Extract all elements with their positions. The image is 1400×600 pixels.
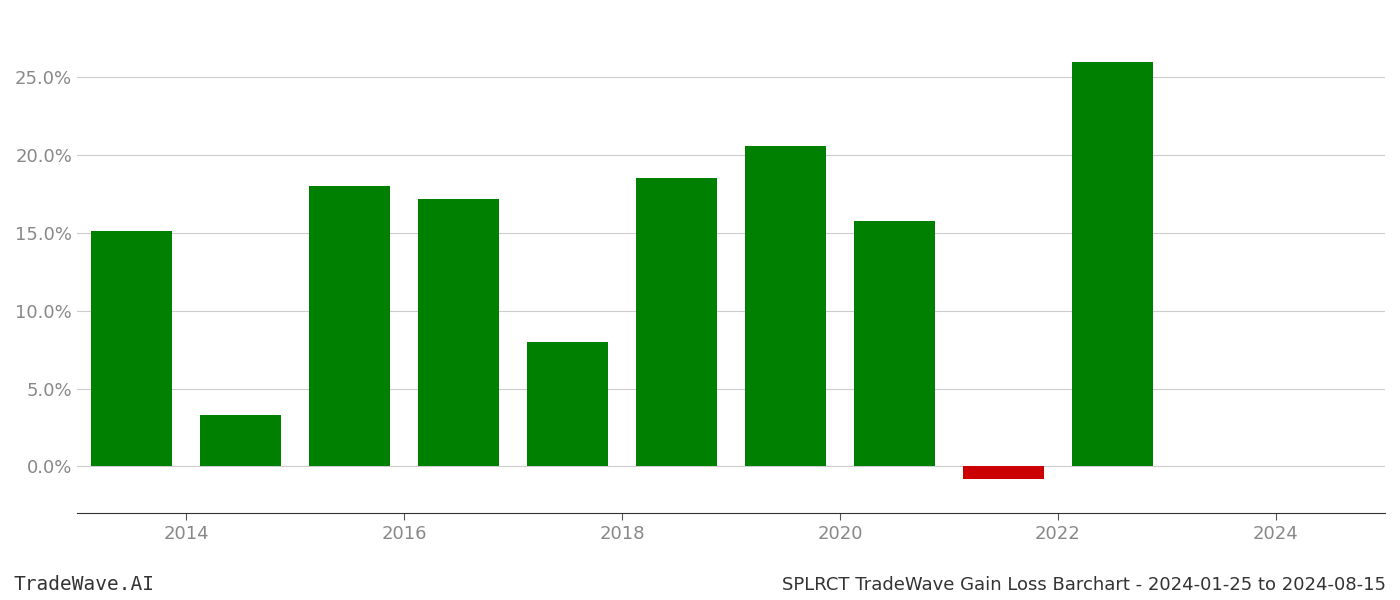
Bar bbox=[200, 415, 281, 466]
Bar bbox=[91, 232, 172, 466]
Bar bbox=[526, 342, 609, 466]
Bar bbox=[308, 186, 391, 466]
Bar bbox=[963, 466, 1044, 479]
Bar bbox=[636, 178, 717, 466]
Text: SPLRCT TradeWave Gain Loss Barchart - 2024-01-25 to 2024-08-15: SPLRCT TradeWave Gain Loss Barchart - 20… bbox=[783, 576, 1386, 594]
Bar bbox=[745, 146, 826, 466]
Bar bbox=[854, 221, 935, 466]
Bar bbox=[417, 199, 500, 466]
Text: TradeWave.AI: TradeWave.AI bbox=[14, 575, 155, 594]
Bar bbox=[1071, 62, 1154, 466]
